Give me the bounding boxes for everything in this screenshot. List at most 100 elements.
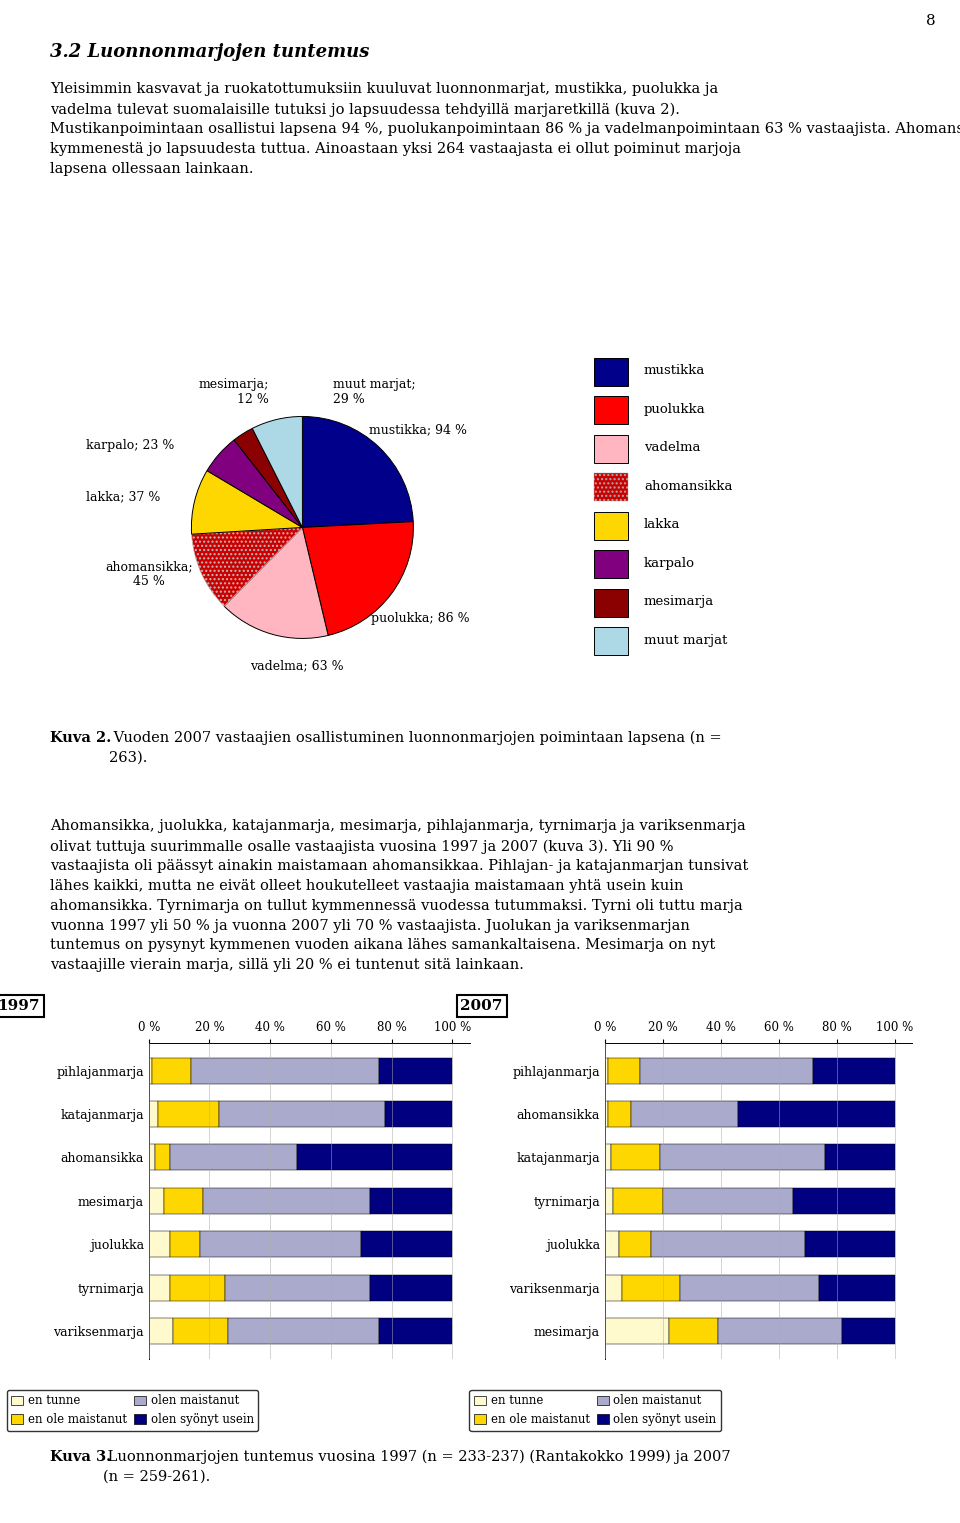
Bar [631,1101,738,1127]
Text: muut marjat;
29 %: muut marjat; 29 % [333,378,416,407]
Text: muut marjat: muut marjat [644,634,728,647]
Text: ahomansikka: ahomansikka [644,480,732,493]
Bar [149,1231,170,1258]
Bar [191,1057,379,1084]
Bar [662,1188,793,1214]
Bar [149,1188,164,1214]
Text: mustikka: mustikka [644,364,706,378]
Bar [611,1144,660,1171]
Bar [594,589,629,617]
Wedge shape [192,527,302,606]
Bar [155,1144,170,1171]
Bar [379,1317,452,1345]
Text: puolukka: puolukka [644,402,706,416]
Bar [149,1144,155,1171]
Text: mustikka; 94 %: mustikka; 94 % [369,423,467,436]
Wedge shape [191,471,302,535]
Bar [228,1317,379,1345]
Bar [605,1057,608,1084]
Bar [219,1101,386,1127]
Bar [225,1275,371,1301]
Bar [164,1188,204,1214]
Bar [605,1275,622,1301]
Bar [386,1101,452,1127]
Text: Vuoden 2007 vastaajien osallistuminen luonnonmarjojen poimintaan lapsena (n =
26: Vuoden 2007 vastaajien osallistuminen lu… [109,731,722,765]
Bar [680,1275,819,1301]
Bar [149,1317,173,1345]
Bar [152,1057,191,1084]
Bar [608,1057,639,1084]
Wedge shape [234,428,302,527]
Text: 8: 8 [926,15,936,29]
Legend: en tunne, en ole maistanut, olen maistanut, olen syönyt usein: en tunne, en ole maistanut, olen maistan… [7,1389,258,1432]
Text: 2007: 2007 [461,999,503,1013]
Bar [660,1144,825,1171]
Bar [619,1231,651,1258]
Bar [804,1231,895,1258]
Text: karpalo; 23 %: karpalo; 23 % [86,439,175,452]
Bar [594,512,629,539]
Text: Kuva 3.: Kuva 3. [50,1450,111,1464]
Bar [204,1188,371,1214]
Text: Luonnonmarjojen tuntemus vuosina 1997 (n = 233-237) (Rantakokko 1999) ja 2007
(n: Luonnonmarjojen tuntemus vuosina 1997 (n… [103,1450,731,1483]
Text: vadelma; 63 %: vadelma; 63 % [250,659,344,673]
Bar [173,1317,228,1345]
Bar [608,1101,631,1127]
Bar [605,1317,668,1345]
Text: karpalo: karpalo [644,557,695,570]
Bar [605,1231,619,1258]
Text: vadelma: vadelma [644,442,701,454]
Bar [668,1317,718,1345]
Bar [819,1275,895,1301]
Wedge shape [224,527,328,638]
Bar [594,627,629,655]
Bar [298,1144,452,1171]
Wedge shape [252,416,302,527]
Bar [201,1231,361,1258]
Text: lakka: lakka [644,518,681,532]
Bar [793,1188,895,1214]
Bar [605,1188,613,1214]
Bar [825,1144,895,1171]
Bar [379,1057,452,1084]
Bar [170,1231,201,1258]
Text: Yleisimmin kasvavat ja ruokatottumuksiin kuuluvat luonnonmarjat, mustikka, puolu: Yleisimmin kasvavat ja ruokatottumuksiin… [50,82,960,175]
Text: puolukka; 86 %: puolukka; 86 % [372,612,469,624]
Bar [843,1317,895,1345]
Bar [361,1231,452,1258]
Bar [651,1231,804,1258]
Bar [605,1101,608,1127]
Bar [371,1275,452,1301]
Bar [149,1057,152,1084]
Bar [718,1317,843,1345]
Bar [594,434,629,463]
Bar [613,1188,662,1214]
Bar [738,1101,895,1127]
Bar [605,1144,611,1171]
Text: mesimarja: mesimarja [644,595,714,608]
Bar [594,358,629,385]
Bar [594,474,629,501]
Text: Ahomansikka, juolukka, katajanmarja, mesimarja, pihlajanmarja, tyrnimarja ja var: Ahomansikka, juolukka, katajanmarja, mes… [50,819,748,972]
Wedge shape [302,521,414,635]
Wedge shape [207,440,302,527]
Text: ahomansikka;
45 %: ahomansikka; 45 % [106,560,193,588]
Text: mesimarja;
12 %: mesimarja; 12 % [199,378,269,407]
Bar [622,1275,680,1301]
Text: Kuva 2.: Kuva 2. [50,731,111,745]
Bar [813,1057,895,1084]
Text: 3.2 Luonnonmarjojen tuntemus: 3.2 Luonnonmarjojen tuntemus [50,43,370,61]
Bar [639,1057,813,1084]
Bar [157,1101,219,1127]
Bar [149,1101,157,1127]
Bar [170,1275,225,1301]
Text: 1997: 1997 [0,999,40,1013]
Wedge shape [302,416,413,527]
Bar [594,550,629,579]
Bar [594,396,629,423]
Text: lakka; 37 %: lakka; 37 % [86,490,160,503]
Legend: en tunne, en ole maistanut, olen maistanut, olen syönyt usein: en tunne, en ole maistanut, olen maistan… [469,1389,721,1432]
Bar [149,1275,170,1301]
Bar [170,1144,298,1171]
Bar [371,1188,452,1214]
